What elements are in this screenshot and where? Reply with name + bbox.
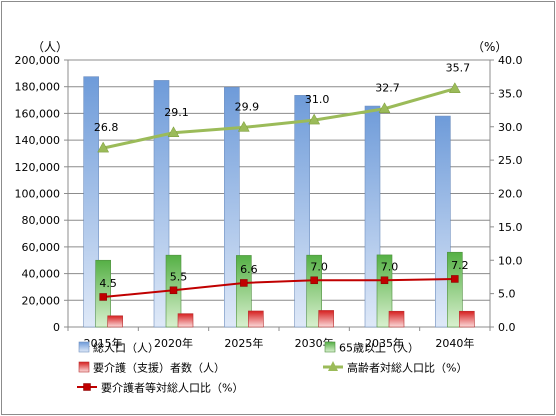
elderly-ratio-data-label: 29.1 — [164, 106, 189, 119]
elderly-ratio-point — [308, 113, 321, 125]
elderly-ratio-point — [448, 82, 461, 93]
bar-care-recipients — [107, 315, 123, 328]
bar-care-recipients — [388, 310, 405, 328]
elderly-ratio-line — [102, 87, 456, 150]
bar-total-population — [224, 86, 240, 328]
bar-total-population — [435, 115, 451, 328]
care-ratio-point — [169, 286, 178, 295]
axes: 0 20,000 40,000 60,000 80,000 100,000 120,000 1… — [15, 40, 523, 350]
left-tick-label: 140,000 — [15, 134, 61, 147]
elderly-ratio-data-label: 29.9 — [235, 100, 260, 113]
left-tick-label: 60,000 — [22, 241, 61, 254]
elderly-ratio-data-label: 32.7 — [375, 82, 400, 95]
legend-marker — [83, 383, 91, 391]
bar-total-population — [364, 105, 381, 328]
elderly-ratio-point — [378, 102, 391, 113]
legend-aged-65-plus: 65歳以上（人） — [324, 341, 419, 355]
bar-total-population — [153, 80, 170, 328]
bar-aged-65-plus — [447, 251, 463, 328]
bar-aged-65-plus — [236, 255, 252, 328]
legend-label: 要介護（支援）者数（人） — [93, 361, 225, 375]
care-ratio-point — [240, 279, 248, 287]
elderly-ratio-point — [167, 126, 180, 138]
left-tick-label: 100,000 — [15, 188, 61, 201]
right-tick-label: 25.0 — [498, 154, 523, 167]
bar-care-recipients — [318, 310, 334, 328]
elderly-ratio-point — [237, 120, 250, 132]
bar-care-recipients — [177, 313, 194, 328]
left-tick-label: 40,000 — [22, 268, 61, 281]
elderly-ratio-data-label: 26.8 — [94, 121, 119, 134]
legend-swatch — [78, 361, 90, 373]
right-axis-unit: （%） — [472, 40, 507, 54]
elderly-ratio-data-label: 31.0 — [305, 93, 330, 106]
left-tick-label: 0 — [53, 321, 60, 334]
category-label: 2015年 — [84, 336, 123, 350]
legend-label: 高齢者対総人口比（%） — [347, 361, 467, 375]
care-ratio-point — [310, 276, 318, 285]
right-tick-label: 40.0 — [498, 54, 523, 67]
right-tick-label: 35.0 — [498, 87, 523, 100]
category-label: 2025年 — [224, 336, 263, 350]
legend-label: 要介護者等対総人口比（%） — [101, 381, 243, 395]
bar-total-population — [294, 95, 310, 328]
left-tick-label: 160,000 — [15, 107, 61, 120]
bar-care-recipients — [248, 310, 264, 328]
legend-label: 総人口（人） — [93, 341, 159, 355]
care-ratio-data-label: 6.6 — [240, 263, 258, 276]
left-tick-label: 20,000 — [22, 294, 61, 307]
left-tick-label: 80,000 — [22, 214, 61, 227]
care-ratio-data-label: 7.0 — [310, 260, 328, 273]
right-tick-label: 5.0 — [498, 288, 516, 301]
data-labels: 26.8 29.1 29.9 31.0 32.7 35.7 4.5 5.5 6.6 7.0 7.0 7… — [94, 62, 470, 290]
category-label: 2020年 — [154, 336, 193, 350]
legend-swatch — [78, 341, 90, 353]
left-tick-label: 200,000 — [15, 54, 61, 67]
elderly-ratio-point — [97, 141, 110, 153]
gridlines — [68, 59, 490, 328]
care-ratio-point — [99, 293, 107, 301]
care-ratio-data-label: 4.5 — [99, 277, 117, 290]
bar-aged-65-plus — [306, 254, 322, 328]
right-tick-label: 30.0 — [498, 121, 523, 134]
legend-care-recipients: 要介護（支援）者数（人） — [78, 361, 225, 375]
legend-total-population: 総人口（人） — [78, 341, 159, 355]
care-ratio-point — [451, 275, 459, 283]
care-ratio-point — [380, 276, 389, 285]
legend-label: 65歳以上（人） — [339, 342, 419, 355]
legend-swatch — [324, 341, 336, 353]
legend: 総人口（人） 65歳以上（人） 要介護（支援）者数（人） 高齢者対総人口比（%） 要介護… — [77, 341, 467, 395]
legend-care-ratio: 要介護者等対総人口比（%） — [77, 381, 243, 395]
care-ratio-data-label: 5.5 — [170, 270, 188, 283]
right-tick-label: 10.0 — [498, 254, 523, 267]
bar-care-recipients — [459, 310, 475, 328]
left-axis-unit: （人） — [32, 40, 68, 54]
legend-elderly-ratio: 高齢者対総人口比（%） — [323, 361, 467, 375]
bar-aged-65-plus — [376, 254, 393, 328]
category-label: 2030年 — [295, 336, 334, 350]
left-tick-label: 180,000 — [15, 81, 61, 94]
right-tick-label: 20.0 — [498, 188, 523, 201]
bars — [83, 76, 475, 328]
legend-marker — [328, 361, 338, 371]
category-label: 2035年 — [365, 336, 404, 350]
bar-total-population — [83, 76, 99, 328]
right-tick-label: 0.0 — [498, 321, 516, 334]
care-ratio-data-label: 7.2 — [451, 259, 469, 272]
category-label: 2040年 — [435, 336, 474, 350]
left-tick-label: 120,000 — [15, 161, 61, 174]
elderly-ratio-data-label: 35.7 — [446, 62, 471, 75]
lines — [97, 82, 461, 301]
care-ratio-line — [103, 277, 455, 298]
right-tick-label: 15.0 — [498, 221, 523, 234]
care-ratio-data-label: 7.0 — [381, 260, 399, 273]
